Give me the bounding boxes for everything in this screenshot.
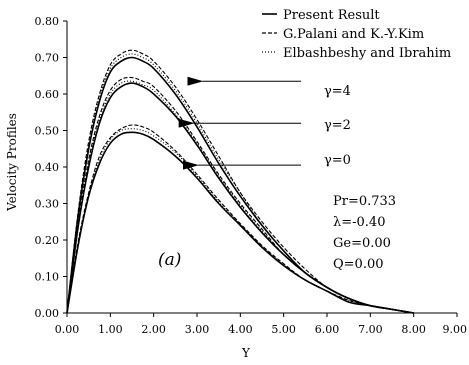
y-tick-label: 0.00 xyxy=(35,307,60,320)
annotation-q: Q=0.00 xyxy=(333,257,384,272)
x-tick-label: 8.00 xyxy=(401,323,426,336)
y-tick-label: 0.20 xyxy=(35,234,60,247)
gamma-label-4: γ=4 xyxy=(324,84,351,99)
x-tick-label: 7.00 xyxy=(358,323,383,336)
legend-label-elbashbeshy: Elbashbeshy and Ibrahim xyxy=(283,46,451,61)
x-tick-label: 0.00 xyxy=(55,323,80,336)
legend: Present Result G.Palani and K.-Y.Kim Elb… xyxy=(262,8,451,61)
annotation-arrows xyxy=(178,76,301,170)
annotation-lambda: λ=-0.40 xyxy=(333,215,385,230)
y-tick-label: 0.30 xyxy=(35,198,60,211)
x-tick-label: 1.00 xyxy=(98,323,123,336)
y-tick-label: 0.70 xyxy=(35,52,60,65)
legend-label-present: Present Result xyxy=(283,8,380,23)
axes xyxy=(66,21,457,314)
curve-group0-solid xyxy=(66,56,414,314)
panel-label: (a) xyxy=(158,250,181,270)
curve-group1-dashed xyxy=(66,76,414,314)
x-tick-label: 2.00 xyxy=(141,323,166,336)
x-tick-label: 9.00 xyxy=(443,323,468,336)
y-tick-label: 0.60 xyxy=(35,88,60,101)
curve-group0-dashed xyxy=(66,49,414,314)
curve-group0-dotted xyxy=(66,53,414,314)
curves xyxy=(66,49,414,314)
curve-group2-solid xyxy=(66,131,414,314)
curve-group2-dashed xyxy=(66,124,414,314)
gamma-label-2: γ=2 xyxy=(324,118,351,133)
annotation-pr: Pr=0.733 xyxy=(333,194,396,209)
x-tick-label: 3.00 xyxy=(185,323,210,336)
y-tick-label: 0.40 xyxy=(35,161,60,174)
x-tick-label: 5.00 xyxy=(271,323,296,336)
x-tick-label: 4.00 xyxy=(228,323,253,336)
y-tick-labels: 0.00 0.10 0.20 0.30 0.40 0.50 0.60 0.70 0.80 xyxy=(35,15,67,320)
x-tick-label: 6.00 xyxy=(315,323,340,336)
x-tick-labels: 0.00 1.00 2.00 3.00 4.00 5.00 6.00 7.00 8.00 9.00 xyxy=(55,313,467,336)
annotation-ge: Ge=0.00 xyxy=(333,236,391,251)
y-tick-label: 0.50 xyxy=(35,125,60,138)
curve-group2-dotted xyxy=(66,128,414,314)
gamma-label-0: γ=0 xyxy=(324,153,351,168)
y-tick-label: 0.10 xyxy=(35,271,60,284)
x-axis-title: Y xyxy=(241,346,251,360)
y-axis-title: Velocity Profiles xyxy=(5,113,19,212)
legend-label-palani: G.Palani and K.-Y.Kim xyxy=(283,27,424,42)
y-tick-label: 0.80 xyxy=(35,15,60,28)
